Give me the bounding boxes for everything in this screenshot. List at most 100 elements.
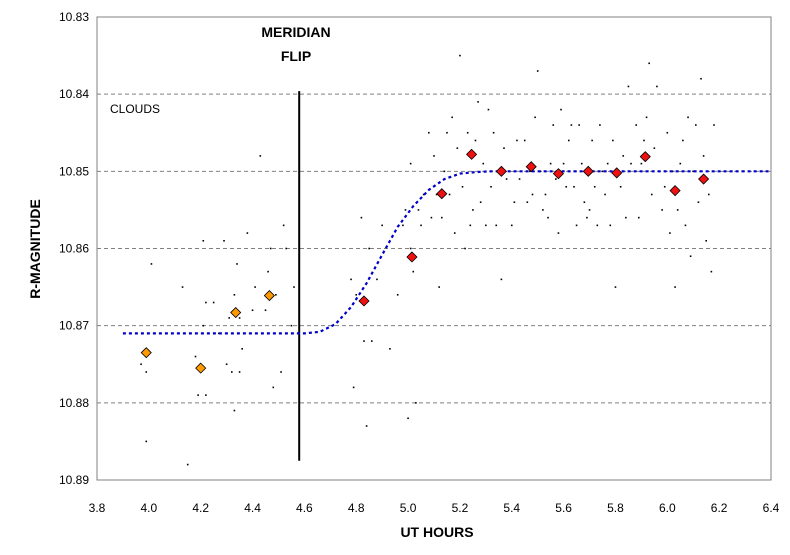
data-point <box>630 162 632 165</box>
data-point <box>456 147 459 149</box>
data-point <box>223 239 225 242</box>
data-point <box>259 155 262 157</box>
x-tick-label: 5.4 <box>503 501 520 515</box>
data-point <box>272 386 275 389</box>
annotation-clouds: CLOUDS <box>110 102 160 116</box>
data-point <box>464 247 466 250</box>
data-point <box>350 278 352 281</box>
data-point <box>645 116 648 119</box>
data-point <box>145 371 148 373</box>
data-point <box>285 247 288 250</box>
data-point <box>251 309 254 312</box>
data-point <box>376 278 378 281</box>
data-point <box>474 139 477 142</box>
data-point <box>687 116 689 119</box>
data-point <box>404 209 407 211</box>
data-point <box>604 193 606 196</box>
data-point <box>547 216 549 219</box>
data-point <box>459 54 461 57</box>
data-point <box>573 185 575 188</box>
y-tick-label: 10.86 <box>59 242 89 256</box>
data-point <box>643 139 645 142</box>
data-point <box>666 131 669 134</box>
x-tick-label: 5.8 <box>607 501 624 515</box>
data-point <box>181 286 184 288</box>
post-flip-diamond <box>611 167 623 179</box>
data-point <box>267 270 269 273</box>
pre-flip-diamond <box>195 362 207 374</box>
data-point <box>280 371 282 373</box>
data-point <box>580 162 583 165</box>
post-flip-diamond <box>669 185 681 197</box>
data-point <box>505 178 508 180</box>
annotation-meridian: MERIDIAN <box>261 24 330 40</box>
data-point <box>145 440 148 443</box>
data-point <box>446 131 448 134</box>
x-tick-label: 4.4 <box>244 501 261 515</box>
data-point <box>682 139 684 142</box>
data-point <box>420 224 422 227</box>
pre-flip-diamond <box>263 290 275 302</box>
data-point <box>516 139 518 142</box>
y-tick-label: 10.85 <box>59 164 89 178</box>
data-point <box>562 162 565 165</box>
data-point <box>409 162 412 165</box>
data-point <box>518 178 521 180</box>
data-point <box>212 301 215 304</box>
data-point <box>381 224 383 227</box>
data-point <box>355 294 358 296</box>
x-tick-label: 6.2 <box>711 501 728 515</box>
gridlines <box>97 93 771 404</box>
data-point <box>461 185 464 188</box>
data-point <box>560 108 562 111</box>
data-point <box>578 124 580 126</box>
data-point <box>500 278 503 281</box>
data-point <box>275 294 277 296</box>
data-point <box>713 124 715 126</box>
data-point <box>233 294 236 296</box>
data-point <box>676 209 679 211</box>
data-point <box>389 348 391 350</box>
data-point <box>472 209 474 211</box>
data-point <box>510 224 513 227</box>
post-flip-diamond <box>436 188 448 200</box>
y-tick-label: 10.89 <box>59 473 89 487</box>
data-point <box>238 371 241 373</box>
data-point <box>453 232 456 234</box>
data-point <box>254 286 256 288</box>
data-point <box>485 224 487 227</box>
x-tick-label: 4.8 <box>348 501 365 515</box>
data-point <box>428 131 430 134</box>
x-tick-label: 5.2 <box>452 501 469 515</box>
data-point <box>363 340 365 342</box>
data-point <box>246 232 249 234</box>
data-point <box>710 270 713 273</box>
x-tick-label: 5.6 <box>555 501 572 515</box>
data-point <box>438 286 440 288</box>
data-point <box>612 139 614 142</box>
post-flip-diamond <box>552 168 564 180</box>
data-point <box>440 216 443 219</box>
y-tick-labels: 10.83 10.84 10.85 10.86 10.87 10.88 10.89 <box>59 10 89 487</box>
data-point <box>627 85 630 88</box>
data-point <box>396 294 399 296</box>
post-flip-diamond <box>406 251 418 263</box>
data-point <box>365 425 368 427</box>
data-point <box>619 185 622 188</box>
data-point <box>197 394 199 396</box>
data-point <box>684 224 687 227</box>
data-point <box>407 417 409 420</box>
y-tick-label: 10.88 <box>59 396 89 410</box>
data-point <box>228 317 231 319</box>
data-point <box>656 85 658 88</box>
data-point <box>650 193 653 196</box>
y-tick-label: 10.87 <box>59 319 89 333</box>
data-point <box>700 77 702 80</box>
data-point <box>409 247 412 250</box>
data-point <box>370 340 373 342</box>
data-point <box>601 170 604 173</box>
data-point <box>360 216 363 219</box>
data-point <box>466 131 469 134</box>
data-point <box>422 193 425 196</box>
